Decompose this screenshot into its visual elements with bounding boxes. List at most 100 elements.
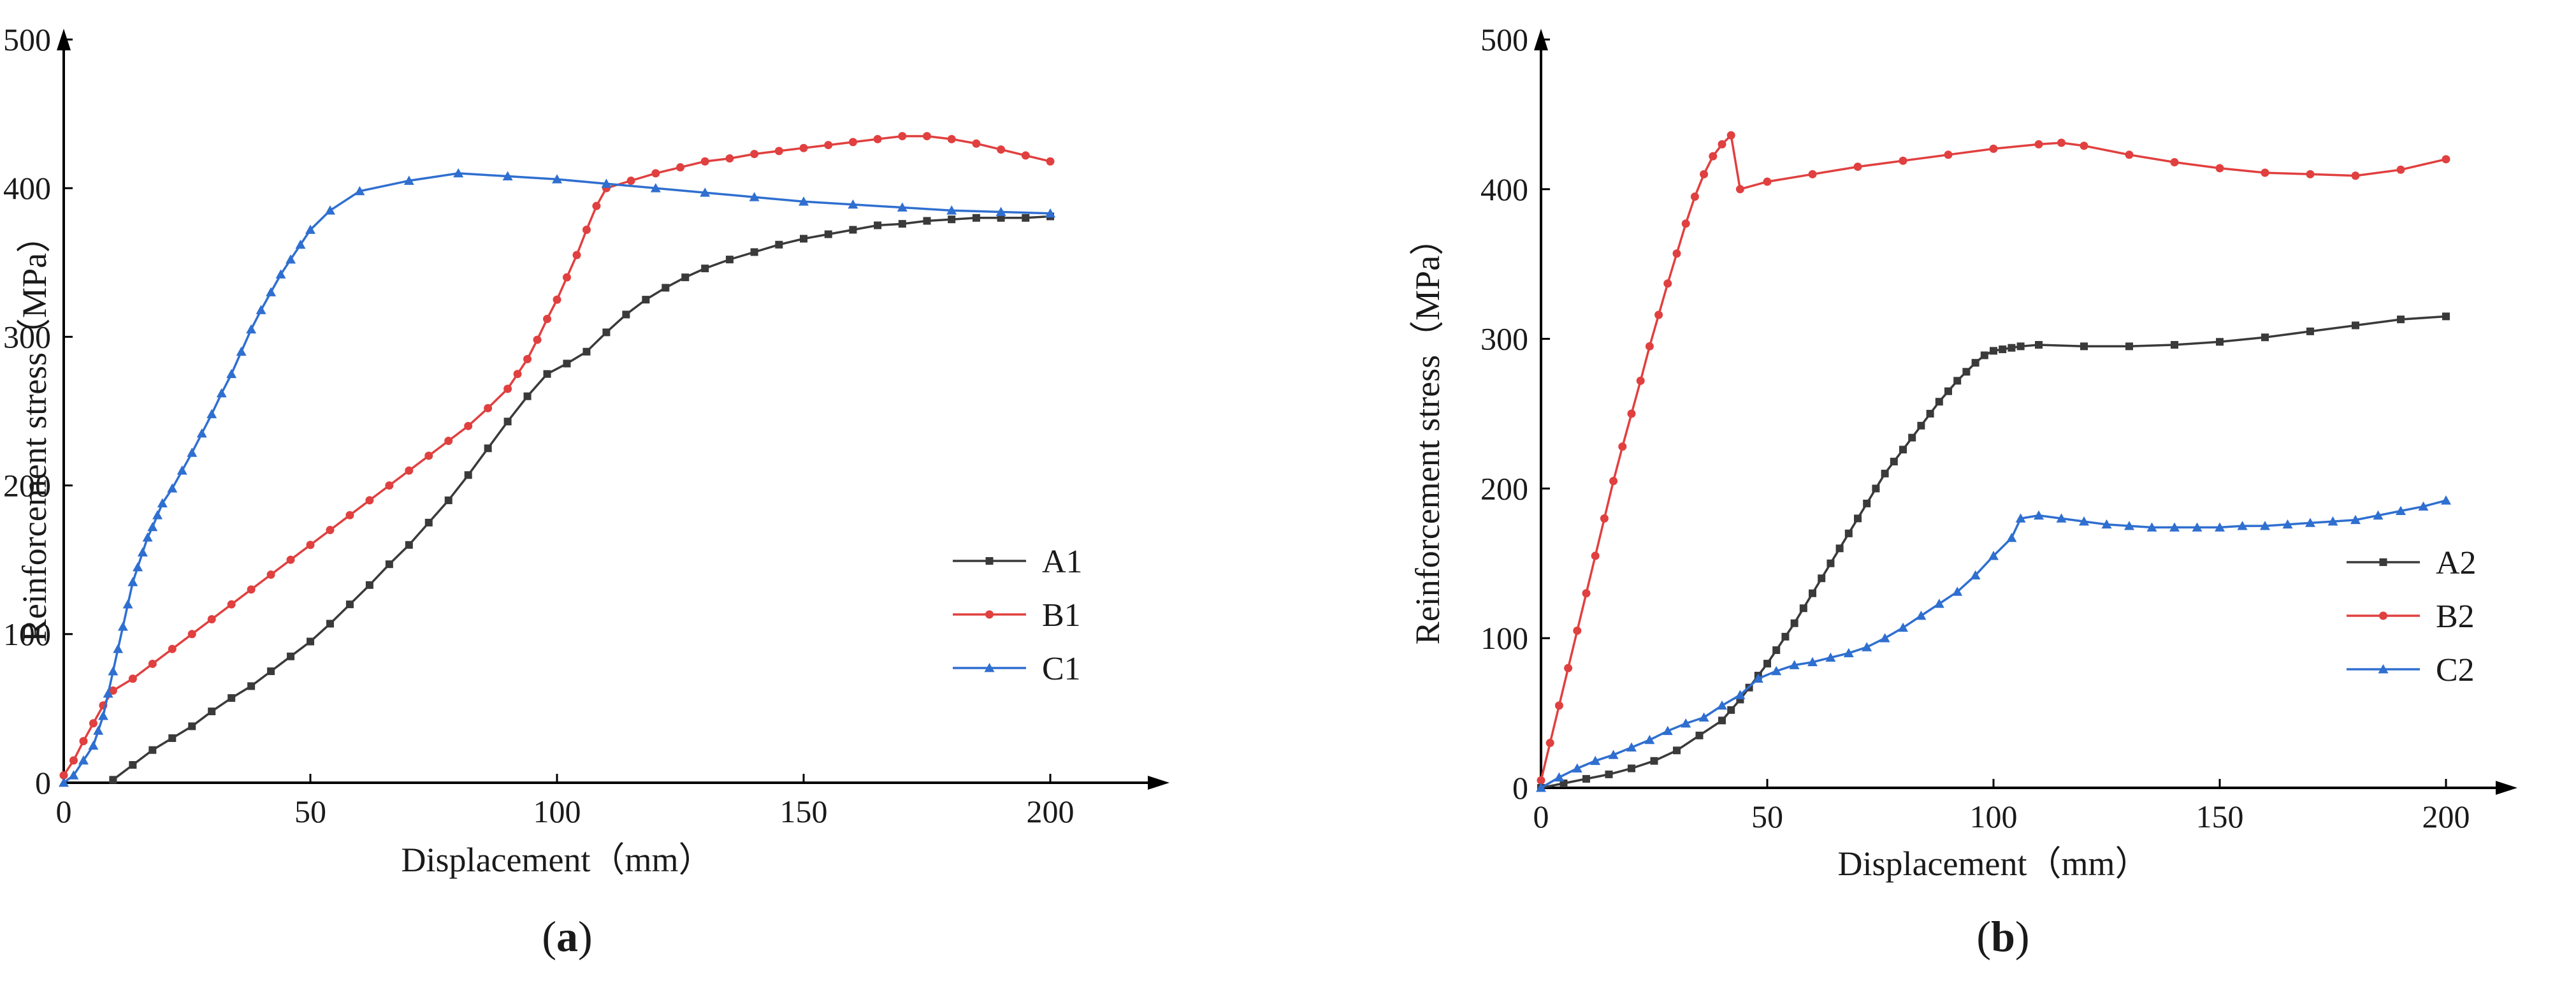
data-point-C1 (108, 666, 119, 676)
x-tick-label: 0 (1533, 799, 1549, 834)
data-point-A2 (1890, 458, 1898, 466)
data-point-A1 (208, 708, 216, 716)
data-point-A2 (2008, 344, 2016, 352)
data-point-B1 (824, 141, 833, 150)
data-point-A1 (148, 746, 157, 754)
data-point-B1 (997, 145, 1006, 154)
y-tick-label: 200 (3, 468, 51, 504)
data-point-C2 (2441, 495, 2451, 505)
data-point-B2 (1808, 170, 1817, 178)
data-point-C2 (2124, 521, 2134, 530)
data-point-C1 (187, 447, 198, 457)
data-point-A2 (1799, 604, 1807, 613)
data-point-C2 (2215, 522, 2225, 532)
data-point-A1 (503, 418, 512, 426)
data-point-A2 (1718, 716, 1726, 725)
y-tick-label: 0 (35, 765, 51, 801)
data-point-C2 (2373, 510, 2384, 520)
data-point-C1 (147, 521, 158, 532)
legend-label-A2: A2 (2436, 545, 2477, 581)
data-point-B1 (464, 421, 473, 430)
data-point-B1 (79, 737, 88, 746)
series-A2 (1537, 312, 2450, 792)
panel-label: (a) (542, 912, 592, 961)
data-point-C1 (995, 207, 1006, 216)
data-point-B2 (2396, 165, 2405, 174)
data-point-B2 (1591, 551, 1600, 560)
data-point-C2 (2006, 532, 2017, 542)
data-point-C2 (2350, 514, 2361, 525)
data-point-A1 (365, 581, 373, 589)
data-point-B1 (148, 659, 157, 668)
x-tick-label: 150 (2196, 799, 2244, 834)
panel-label-letter: a (556, 912, 578, 961)
data-point-C2 (2146, 522, 2157, 532)
data-point-B2 (1600, 514, 1609, 523)
data-point-C1 (324, 205, 335, 215)
data-point-B2 (2080, 142, 2088, 150)
data-point-B1 (774, 147, 783, 156)
data-point-A1 (972, 214, 980, 222)
data-point-B1 (513, 370, 522, 379)
y-tick-label: 500 (1480, 22, 1528, 57)
series-B2 (1537, 131, 2450, 785)
data-point-C1 (216, 388, 227, 398)
data-point-C2 (2305, 518, 2315, 527)
data-point-B2 (2306, 170, 2315, 178)
legend-label-B1: B1 (1042, 597, 1081, 634)
x-tick-label: 0 (56, 794, 72, 829)
data-point-B2 (1537, 776, 1545, 785)
data-point-B1 (750, 150, 759, 159)
legend-marker-A2 (2379, 558, 2387, 566)
data-point-B2 (2261, 168, 2269, 177)
data-point-B2 (1763, 177, 1772, 186)
data-point-B1 (898, 132, 907, 141)
data-point-B1 (972, 139, 981, 148)
data-point-C2 (2396, 505, 2406, 516)
data-point-A1 (750, 248, 758, 256)
legend-marker-C2 (2378, 664, 2389, 674)
data-point-A1 (326, 620, 334, 628)
data-point-B1 (582, 225, 591, 234)
data-point-C2 (1608, 750, 1619, 759)
data-point-B1 (345, 511, 354, 519)
data-point-A2 (1926, 410, 1934, 418)
data-point-B1 (626, 177, 635, 185)
data-point-B1 (247, 585, 256, 594)
y-tick-label: 0 (1512, 770, 1528, 806)
data-point-B1 (572, 251, 581, 259)
data-point-B2 (1554, 701, 1563, 710)
data-point-C2 (2327, 516, 2338, 526)
data-point-B1 (286, 555, 295, 564)
data-point-C1 (122, 599, 133, 609)
data-point-C2 (1681, 718, 1691, 728)
data-point-A2 (2442, 312, 2450, 321)
data-point-C2 (1807, 657, 1818, 667)
y-tick-label: 400 (3, 170, 51, 206)
data-point-C2 (1626, 742, 1637, 752)
data-point-A1 (701, 265, 709, 273)
data-point-B1 (207, 614, 216, 623)
data-point-B2 (1944, 150, 1953, 159)
data-point-B1 (424, 451, 433, 460)
data-point-A2 (1908, 433, 1916, 442)
data-point-A2 (1999, 345, 2007, 354)
data-point-A1 (775, 240, 783, 249)
data-point-C1 (226, 368, 237, 379)
data-point-C1 (113, 644, 124, 653)
data-point-A2 (1899, 446, 1907, 454)
data-point-C1 (206, 409, 217, 419)
panel-label-close: ) (578, 912, 593, 961)
data-point-C2 (2056, 513, 2067, 523)
data-point-A2 (1809, 589, 1816, 597)
data-point-B2 (1899, 156, 1907, 165)
data-point-B1 (651, 169, 660, 178)
data-point-A2 (1763, 660, 1771, 668)
data-point-C1 (98, 711, 108, 720)
data-point-C1 (68, 770, 79, 780)
data-point-A2 (1582, 774, 1590, 783)
data-point-C2 (2418, 501, 2429, 511)
data-point-C1 (305, 224, 315, 234)
x-axis-title: Displacement（mm） (402, 841, 713, 879)
data-point-C1 (354, 185, 365, 196)
